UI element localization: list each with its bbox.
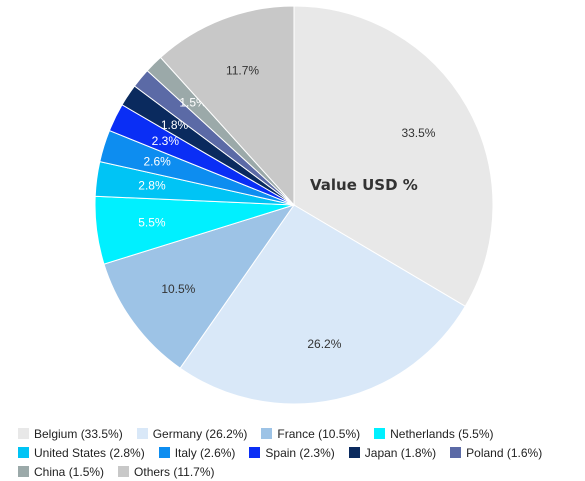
legend-row: United States (2.8%) Italy (2.6%) Spain … xyxy=(18,443,578,462)
legend-item-spain[interactable]: Spain (2.3%) xyxy=(249,445,335,460)
pie-plot: 33.5%26.2%10.5%5.5%2.8%2.6%2.3%1.8%1.5%1… xyxy=(94,5,494,405)
legend-label: Others (11.7%) xyxy=(134,464,215,479)
slice-france[interactable] xyxy=(103,204,296,369)
legend-label: Netherlands (5.5%) xyxy=(390,426,494,441)
legend-swatch xyxy=(136,428,148,439)
data-label-united-states: 2.8% xyxy=(138,178,166,192)
slice-others[interactable] xyxy=(159,5,295,207)
legend-swatch xyxy=(249,447,261,458)
legend-item-italy[interactable]: Italy (2.6%) xyxy=(158,445,236,460)
legend-row: Belgium (33.5%) Germany (26.2%) France (… xyxy=(18,424,578,443)
legend-label: Japan (1.8%) xyxy=(364,445,437,460)
data-label-belgium: 33.5% xyxy=(401,126,435,140)
slice-germany[interactable] xyxy=(179,204,466,405)
data-label-others: 11.7% xyxy=(226,63,259,77)
legend-item-netherlands[interactable]: Netherlands (5.5%) xyxy=(374,426,494,441)
legend-label: Belgium (33.5%) xyxy=(34,426,123,441)
legend-item-france[interactable]: France (10.5%) xyxy=(261,427,360,441)
legend-swatch xyxy=(450,447,462,458)
legend-label: France (10.5%) xyxy=(277,426,361,441)
legend-swatch xyxy=(18,447,29,458)
data-label-italy: 2.6% xyxy=(144,155,172,169)
legend-label: Germany (26.2%) xyxy=(152,426,248,441)
legend-row: China (1.5%) Others (11.7%) xyxy=(18,462,578,481)
legend-item-poland[interactable]: Poland (1.6%) xyxy=(450,446,542,460)
legend-item-japan[interactable]: Japan (1.8%) xyxy=(348,445,437,460)
legend-swatch xyxy=(374,428,386,439)
legend-swatch xyxy=(18,466,29,477)
data-label-france: 10.5% xyxy=(161,282,195,296)
legend-label: Poland (1.6%) xyxy=(466,445,543,460)
data-label-netherlands: 5.5% xyxy=(138,216,166,230)
legend: Belgium (33.5%) Germany (26.2%) France (… xyxy=(18,424,578,481)
legend-item-belgium[interactable]: Belgium (33.5%) xyxy=(18,427,123,441)
legend-swatch xyxy=(348,447,360,458)
data-label-germany: 26.2% xyxy=(307,337,341,351)
legend-swatch xyxy=(118,466,130,477)
legend-item-germany[interactable]: Germany (26.2%) xyxy=(136,426,248,441)
legend-swatch xyxy=(18,428,29,439)
legend-label: United States (2.8%) xyxy=(34,445,145,460)
chart-title: Value USD % xyxy=(310,176,418,194)
legend-label: China (1.5%) xyxy=(34,464,105,479)
slice-belgium[interactable] xyxy=(293,5,494,307)
legend-item-china[interactable]: China (1.5%) xyxy=(18,465,104,479)
legend-swatch xyxy=(261,428,273,439)
legend-item-united-states[interactable]: United States (2.8%) xyxy=(18,446,145,460)
legend-item-others[interactable]: Others (11.7%) xyxy=(118,464,215,479)
legend-label: Italy (2.6%) xyxy=(174,445,236,460)
legend-label: Spain (2.3%) xyxy=(265,445,335,460)
legend-swatch xyxy=(158,447,170,458)
data-label-spain: 2.3% xyxy=(152,134,180,148)
